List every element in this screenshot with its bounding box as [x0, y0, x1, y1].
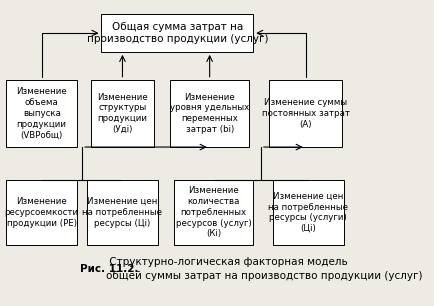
Text: Изменение суммы
постоянных затрат
(А): Изменение суммы постоянных затрат (А): [262, 98, 350, 129]
Text: Изменение
уровня удельных
переменных
затрат (bi): Изменение уровня удельных переменных зат…: [170, 93, 249, 134]
Text: Структурно-логическая факторная модель
общей суммы затрат на производство продук: Структурно-логическая факторная модель о…: [106, 257, 423, 281]
Text: Общая сумма затрат на
производство продукции (услуг): Общая сумма затрат на производство проду…: [87, 22, 268, 44]
Text: Изменение
количества
потребленных
ресурсов (услуг)
(Кi): Изменение количества потребленных ресурс…: [176, 186, 252, 238]
FancyBboxPatch shape: [6, 180, 77, 245]
FancyBboxPatch shape: [273, 180, 344, 245]
FancyBboxPatch shape: [102, 14, 253, 52]
Text: Изменение
объема
выпуска
продукции
(VBPобщ): Изменение объема выпуска продукции (VBPо…: [16, 88, 67, 139]
Text: Изменение цен
на потребленные
ресурсы (услуги)
(Цi): Изменение цен на потребленные ресурсы (у…: [268, 192, 348, 233]
FancyBboxPatch shape: [174, 180, 253, 245]
FancyBboxPatch shape: [91, 80, 154, 147]
FancyBboxPatch shape: [270, 80, 342, 147]
FancyBboxPatch shape: [170, 80, 249, 147]
Text: Изменение цен
на потребленные
ресурсы (Цi): Изменение цен на потребленные ресурсы (Ц…: [82, 197, 162, 228]
Text: Изменение
структуры
продукции
(Удi): Изменение структуры продукции (Удi): [97, 93, 148, 134]
FancyBboxPatch shape: [6, 80, 77, 147]
FancyBboxPatch shape: [87, 180, 158, 245]
Text: Изменение
ресурсоемкости
продукции (PE): Изменение ресурсоемкости продукции (PE): [5, 197, 79, 228]
Text: Рис. 11.2.: Рис. 11.2.: [80, 264, 138, 274]
